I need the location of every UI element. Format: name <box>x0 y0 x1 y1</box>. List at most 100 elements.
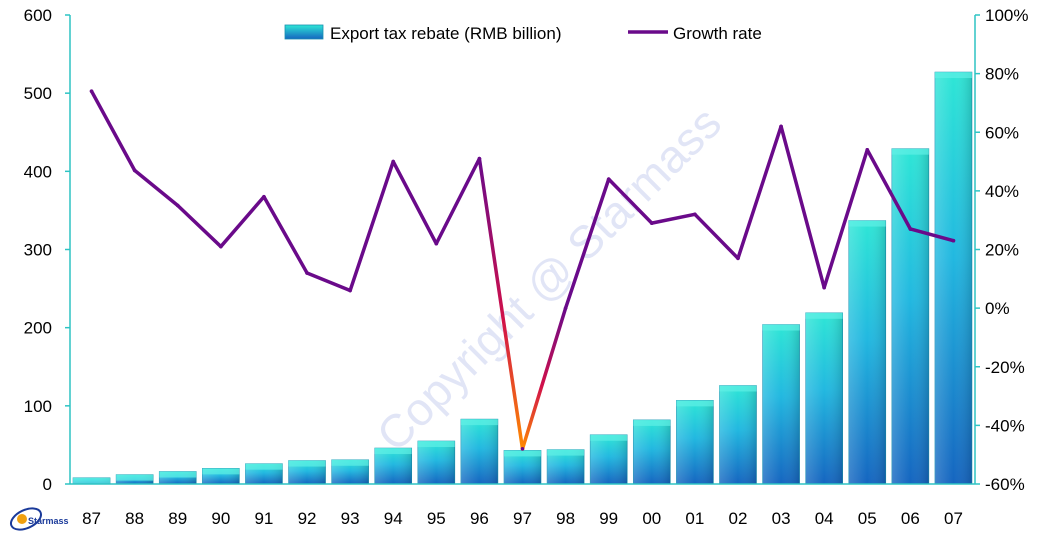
bar-cap-04 <box>805 312 843 319</box>
x-tick-label: 05 <box>858 509 877 528</box>
line-segment-92 <box>305 271 352 293</box>
bar-shade-99 <box>590 434 628 484</box>
legend: Export tax rebate (RMB billion) Growth r… <box>284 24 762 43</box>
line-point-87 <box>89 89 94 94</box>
bar-shade-04 <box>805 312 843 484</box>
legend-line-label: Growth rate <box>673 24 762 43</box>
line-segment-03 <box>779 124 826 290</box>
bar-cap-95 <box>417 441 455 448</box>
left-tick-label: 300 <box>24 241 52 260</box>
x-tick-label: 88 <box>125 509 144 528</box>
right-tick-label: 20% <box>985 241 1019 260</box>
line-segment-02 <box>736 124 783 261</box>
right-tick-label: -40% <box>985 416 1025 435</box>
line-point-94 <box>391 159 396 164</box>
bar-cap-90 <box>202 468 240 475</box>
bar-shade-07 <box>934 72 972 484</box>
bar-cap-89 <box>159 471 197 478</box>
left-tick-label: 400 <box>24 162 52 181</box>
x-tick-label: 98 <box>556 509 575 528</box>
right-tick-label: 60% <box>985 123 1019 142</box>
x-tick-label: 06 <box>901 509 920 528</box>
bar-cap-87 <box>73 477 111 484</box>
bar-cap-06 <box>891 148 929 155</box>
bar-cap-91 <box>245 463 283 470</box>
line-segment-04 <box>822 148 870 290</box>
line-point-99 <box>606 177 611 181</box>
bar-shade-03 <box>762 324 800 484</box>
line-segment-93 <box>348 159 395 293</box>
x-tick-label: 91 <box>254 509 273 528</box>
line-point-03 <box>779 124 783 129</box>
bar-cap-97 <box>504 450 541 457</box>
right-axis-ticks: -60% -40% -20% 0% 20% 40% 60% 80% 100% <box>975 6 1028 494</box>
bar-cap-07 <box>934 72 972 79</box>
x-tick-label: 87 <box>82 509 101 528</box>
line-segment-95 <box>434 156 482 246</box>
left-tick-label: 600 <box>24 6 52 25</box>
bar-cap-05 <box>848 220 886 227</box>
bar-cap-96 <box>460 419 498 426</box>
bar-cap-01 <box>676 400 714 407</box>
bar-shade-01 <box>676 400 714 484</box>
line-segment-94 <box>391 159 439 246</box>
line-point-00 <box>649 221 654 225</box>
line-point-88 <box>132 168 137 173</box>
bar-cap-99 <box>590 434 628 441</box>
left-tick-label: 500 <box>24 84 52 103</box>
x-tick-label: 94 <box>384 509 403 528</box>
line-point-98 <box>563 306 568 310</box>
line-segment-98 <box>563 177 611 310</box>
x-tick-label: 99 <box>599 509 618 528</box>
left-tick-label: 0 <box>43 475 52 494</box>
legend-bar-swatch <box>284 24 324 40</box>
line-segment-06 <box>908 227 956 243</box>
x-tick-label: 03 <box>772 509 791 528</box>
line-series <box>89 89 956 451</box>
x-tick-label: 95 <box>427 509 446 528</box>
line-point-01 <box>693 212 697 217</box>
logo-text: Starmass <box>28 516 69 526</box>
line-segment-99 <box>606 177 654 225</box>
line-segment-91 <box>262 194 309 275</box>
left-tick-label: 100 <box>24 397 52 416</box>
right-tick-label: -60% <box>985 475 1025 494</box>
line-segment-05 <box>865 148 913 231</box>
x-tick-label: 93 <box>341 509 360 528</box>
bar-cap-94 <box>374 448 412 455</box>
line-point-92 <box>305 271 309 275</box>
x-tick-label: 02 <box>729 509 748 528</box>
logo-planet-icon <box>17 514 27 524</box>
line-point-96 <box>477 156 482 161</box>
line-point-06 <box>908 227 913 231</box>
line-segment-96 <box>477 156 525 451</box>
line-segment-00 <box>650 212 697 225</box>
line-point-07 <box>951 238 956 243</box>
line-point-90 <box>219 244 223 249</box>
right-tick-label: 40% <box>985 182 1019 201</box>
bar-cap-92 <box>288 460 326 467</box>
x-tick-label: 01 <box>685 509 704 528</box>
bar-cap-88 <box>116 474 154 481</box>
bar-shade-05 <box>848 220 886 484</box>
bar-shade-95 <box>417 441 455 484</box>
line-point-02 <box>736 256 740 261</box>
left-axis-ticks: 0 100 200 300 400 500 600 <box>24 6 70 494</box>
bar-cap-02 <box>719 385 757 392</box>
line-point-95 <box>434 241 439 246</box>
x-tick-label: 89 <box>168 509 187 528</box>
bar-cap-93 <box>331 459 369 466</box>
x-tick-label: 07 <box>944 509 963 528</box>
line-point-05 <box>865 148 870 152</box>
x-tick-label: 04 <box>815 509 834 528</box>
right-tick-label: -20% <box>985 358 1025 377</box>
right-tick-label: 80% <box>985 65 1019 84</box>
right-tick-label: 0% <box>985 299 1010 318</box>
line-segment-97 <box>520 306 568 451</box>
legend-bar-label: Export tax rebate (RMB billion) <box>330 24 561 43</box>
bar-shade-00 <box>633 419 671 484</box>
bar-cap-03 <box>762 324 800 331</box>
bar-shade-96 <box>460 419 498 484</box>
starmass-logo: Starmass <box>10 507 69 531</box>
bar-shade-06 <box>891 148 929 485</box>
